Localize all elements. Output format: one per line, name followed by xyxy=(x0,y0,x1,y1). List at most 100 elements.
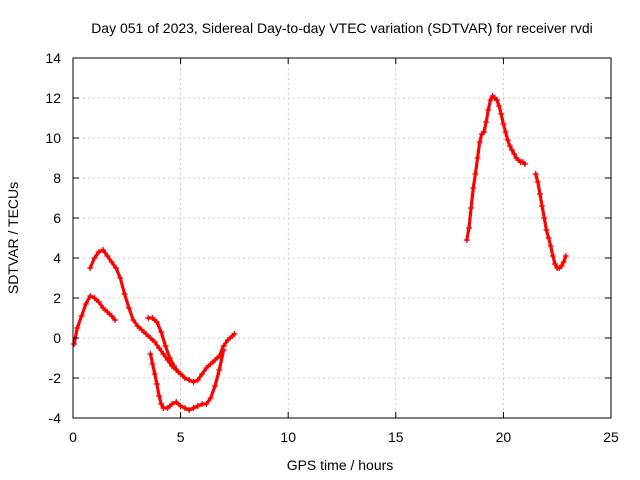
data-point xyxy=(560,259,567,265)
data-point xyxy=(111,317,118,323)
y-tick-label: 2 xyxy=(53,290,61,306)
data-point xyxy=(113,265,120,271)
y-tick-label: 4 xyxy=(53,250,61,266)
data-point xyxy=(543,227,550,233)
data-point xyxy=(151,339,158,345)
series-line xyxy=(465,94,527,242)
data-point xyxy=(125,305,132,311)
data-point xyxy=(216,367,223,373)
data-point xyxy=(470,185,477,191)
data-point xyxy=(534,179,541,185)
data-point xyxy=(504,137,511,143)
data-point xyxy=(173,399,180,405)
data-point xyxy=(521,161,528,167)
data-point xyxy=(87,293,94,299)
y-tick-label: 6 xyxy=(53,210,61,226)
data-point xyxy=(177,371,184,377)
data-point xyxy=(108,259,115,265)
data-point xyxy=(181,375,188,381)
tick-labels: 0 5 10 15 20 25 -4 -2 0 2 4 6 8 10 12 14 xyxy=(45,50,619,445)
data-point xyxy=(168,401,175,407)
data-point xyxy=(143,331,150,337)
data-point xyxy=(220,347,227,353)
data-point xyxy=(212,383,219,389)
data-point xyxy=(186,377,193,383)
data-point xyxy=(468,205,475,211)
data-point xyxy=(95,299,102,305)
data-point xyxy=(177,403,184,409)
data-point xyxy=(465,225,472,231)
y-tick-label: 14 xyxy=(45,50,61,66)
data-point xyxy=(190,405,197,411)
data-point xyxy=(156,345,163,351)
data-point xyxy=(506,143,513,149)
data-point xyxy=(151,371,158,377)
y-tick-label: 0 xyxy=(53,330,61,346)
data-point xyxy=(472,171,479,177)
data-point xyxy=(536,191,543,197)
data-point xyxy=(483,119,490,125)
data-point xyxy=(91,295,98,301)
data-point xyxy=(203,365,210,371)
series-segment-3 xyxy=(145,315,184,377)
data-point xyxy=(207,395,214,401)
data-point xyxy=(194,403,201,409)
data-point xyxy=(95,249,102,255)
data-point xyxy=(463,237,470,243)
data-point xyxy=(156,393,163,399)
series-segment-2 xyxy=(87,247,238,385)
data-point xyxy=(158,401,165,407)
series-segment-1 xyxy=(71,293,118,347)
data-point xyxy=(147,335,154,341)
y-tick-label: -2 xyxy=(49,370,62,386)
x-tick-label: 5 xyxy=(177,429,185,445)
data-point xyxy=(207,361,214,367)
data-point xyxy=(100,305,107,311)
data-point xyxy=(74,325,81,331)
data-point xyxy=(539,203,546,209)
data-point xyxy=(138,327,145,333)
data-point xyxy=(487,97,494,103)
y-tick-label: 10 xyxy=(45,130,61,146)
data-point xyxy=(100,247,107,253)
data-point xyxy=(186,407,193,413)
data-point xyxy=(545,235,552,241)
data-point xyxy=(78,313,85,319)
data-point xyxy=(134,323,141,329)
x-tick-label: 0 xyxy=(69,429,77,445)
data-point xyxy=(147,351,154,357)
data-point xyxy=(203,401,210,407)
data-point xyxy=(224,337,231,343)
data-point xyxy=(158,329,165,335)
data-point xyxy=(549,253,556,259)
x-axis-label: GPS time / hours xyxy=(287,457,394,473)
data-point xyxy=(541,215,548,221)
plot-frame xyxy=(72,57,612,419)
data-point xyxy=(117,275,124,281)
data-point xyxy=(481,129,488,135)
data-point xyxy=(496,103,503,109)
data-point xyxy=(166,355,173,361)
data-point xyxy=(82,301,89,307)
data-point xyxy=(91,255,98,261)
data-point xyxy=(153,319,160,325)
data-point xyxy=(149,361,156,367)
data-point xyxy=(108,313,115,319)
data-point xyxy=(164,405,171,411)
y-tick-label: 12 xyxy=(45,90,61,106)
series-layer xyxy=(71,93,569,413)
y-tick-label: 8 xyxy=(53,170,61,186)
y-tick-label: -4 xyxy=(49,410,62,426)
data-point xyxy=(160,351,167,357)
x-tick-label: 25 xyxy=(603,429,619,445)
x-tick-label: 15 xyxy=(388,429,404,445)
data-point xyxy=(171,363,178,369)
data-point xyxy=(153,381,160,387)
series-line xyxy=(534,172,568,270)
data-point xyxy=(562,253,569,259)
data-point xyxy=(149,315,156,321)
data-point xyxy=(476,139,483,145)
data-point xyxy=(194,377,201,383)
x-tick-label: 10 xyxy=(280,429,296,445)
